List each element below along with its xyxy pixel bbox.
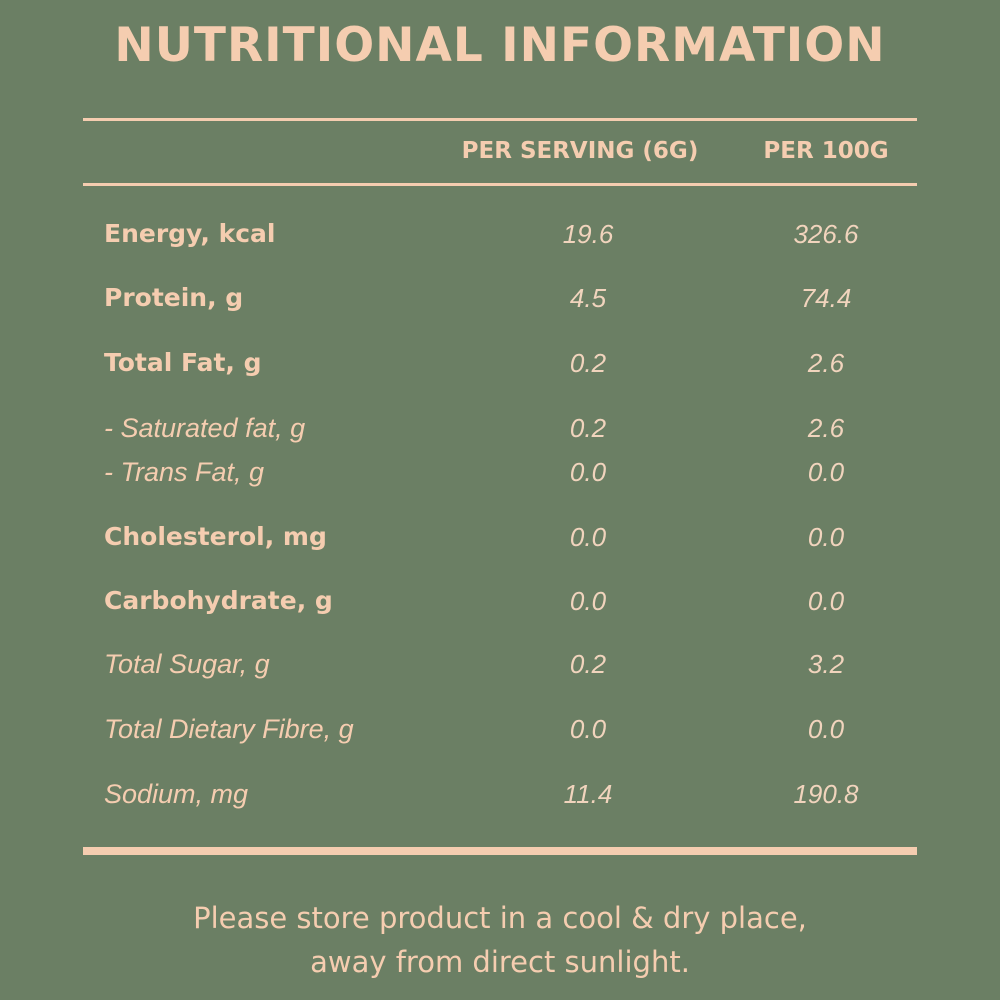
page-title: NUTRITIONAL INFORMATION xyxy=(114,18,886,73)
per-100g-value: 2.6 xyxy=(807,348,845,378)
nutrient-label: Sodium, mg xyxy=(104,779,249,809)
storage-note-line2: away from direct sunlight. xyxy=(310,945,690,979)
per-100g-value: 0.0 xyxy=(807,586,845,616)
per-serving-value: 0.2 xyxy=(569,348,607,378)
per-100g-value: 0.0 xyxy=(807,522,845,552)
storage-note: Please store product in a cool & dry pla… xyxy=(0,896,1000,984)
table-row: Total Fat, g 0.2 2.6 xyxy=(0,343,1000,383)
nutrient-label: - Saturated fat, g xyxy=(104,413,306,443)
per-serving-value: 4.5 xyxy=(569,283,607,313)
table-row: Carbohydrate, g 0.0 0.0 xyxy=(0,581,1000,621)
table-row: Total Sugar, g 0.2 3.2 xyxy=(0,644,1000,684)
nutrient-label: Total Dietary Fibre, g xyxy=(104,714,354,744)
per-serving-value: 19.6 xyxy=(562,219,614,249)
per-100g-value: 0.0 xyxy=(807,714,845,744)
nutrient-label: Total Fat, g xyxy=(104,348,262,377)
per-100g-value: 3.2 xyxy=(807,649,845,679)
divider xyxy=(83,118,917,121)
header-per-100g: PER 100G xyxy=(763,138,889,164)
per-100g-value: 2.6 xyxy=(807,413,845,443)
per-100g-value: 190.8 xyxy=(793,779,859,809)
nutrient-label: Cholesterol, mg xyxy=(104,522,327,551)
nutrient-label: Energy, kcal xyxy=(104,219,276,248)
divider xyxy=(83,183,917,186)
nutrient-label: - Trans Fat, g xyxy=(104,457,265,487)
per-serving-value: 0.0 xyxy=(569,522,607,552)
per-100g-value: 74.4 xyxy=(800,283,852,313)
per-serving-value: 0.0 xyxy=(569,457,607,487)
header-per-serving: PER SERVING (6G) xyxy=(461,138,699,164)
table-row: Sodium, mg 11.4 190.8 xyxy=(0,774,1000,814)
per-serving-value: 0.2 xyxy=(569,649,607,679)
table-row: Energy, kcal 19.6 326.6 xyxy=(0,214,1000,254)
table-row: Protein, g 4.5 74.4 xyxy=(0,278,1000,318)
per-serving-value: 0.0 xyxy=(569,714,607,744)
divider-thick xyxy=(83,847,917,855)
nutrient-label: Protein, g xyxy=(104,283,244,312)
table-row: Cholesterol, mg 0.0 0.0 xyxy=(0,517,1000,557)
per-100g-value: 326.6 xyxy=(793,219,859,249)
table-row: - Saturated fat, g 0.2 2.6 xyxy=(0,408,1000,448)
per-serving-value: 0.0 xyxy=(569,586,607,616)
table-row: - Trans Fat, g 0.0 0.0 xyxy=(0,452,1000,492)
nutrient-label: Total Sugar, g xyxy=(104,649,270,679)
table-row: Total Dietary Fibre, g 0.0 0.0 xyxy=(0,709,1000,749)
nutrient-label: Carbohydrate, g xyxy=(104,586,333,615)
per-serving-value: 0.2 xyxy=(569,413,607,443)
per-100g-value: 0.0 xyxy=(807,457,845,487)
per-serving-value: 11.4 xyxy=(563,779,613,809)
storage-note-line1: Please store product in a cool & dry pla… xyxy=(193,901,807,935)
